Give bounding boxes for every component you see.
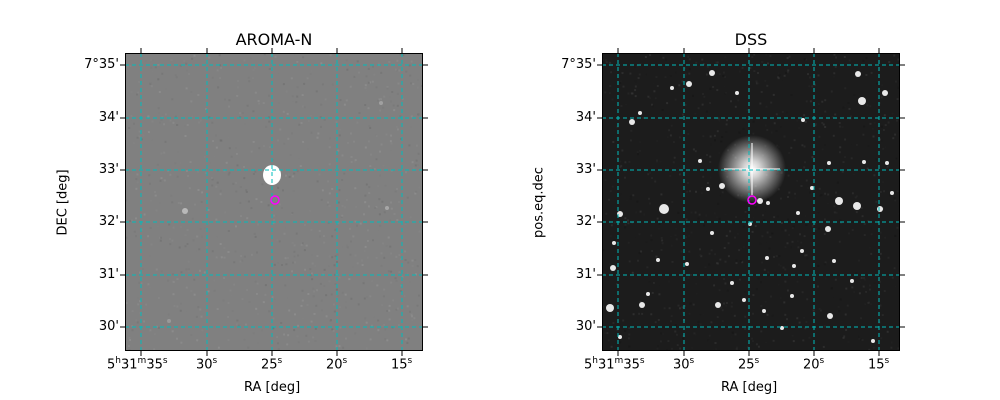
- star: [618, 335, 622, 339]
- star: [606, 304, 614, 312]
- dec-tick-label: 34': [98, 110, 119, 125]
- noise-texture: [125, 53, 423, 351]
- star: [796, 211, 800, 215]
- dec-tick-label: 7°35': [84, 57, 119, 72]
- y-axis-label-left: DEC [deg]: [55, 169, 71, 236]
- star: [835, 197, 843, 205]
- y-axis-label-right: pos.eq.dec: [531, 167, 547, 238]
- star: [766, 201, 770, 205]
- star: [686, 81, 692, 87]
- ra-tick-label: 20s: [803, 356, 825, 373]
- star: [885, 161, 889, 165]
- faint-source: [167, 319, 171, 323]
- star: [832, 259, 836, 263]
- ra-tick-label: 30s: [673, 356, 695, 373]
- dec-tick-label: 7°35': [561, 57, 596, 72]
- star: [855, 71, 861, 77]
- ra-tick-label: 25s: [261, 356, 283, 373]
- panel-title-dss: DSS: [734, 30, 768, 49]
- faint-source: [182, 208, 188, 214]
- star: [659, 204, 669, 214]
- faint-source: [379, 101, 383, 105]
- star: [800, 249, 804, 253]
- star: [890, 191, 894, 195]
- star: [706, 187, 710, 191]
- star: [853, 202, 861, 210]
- dec-tick-label: 34': [575, 110, 596, 125]
- target-marker: [270, 195, 280, 205]
- coordinate-grid: [125, 53, 423, 351]
- dec-tick-label: 32': [575, 214, 596, 229]
- faint-source: [385, 206, 389, 210]
- star: [810, 186, 814, 190]
- star: [790, 294, 794, 298]
- dec-tick-label: 33': [575, 162, 596, 177]
- ra-tick-label: 20s: [326, 356, 348, 373]
- dec-tick-label: 33': [98, 162, 119, 177]
- tick-marks: [597, 48, 905, 356]
- ra-tick-label: 25s: [738, 356, 760, 373]
- ra-tick-label: 15s: [391, 356, 413, 373]
- dec-tick-label: 30': [575, 319, 596, 334]
- dec-tick-label: 31': [98, 267, 119, 282]
- dec-tick-label: 31': [575, 267, 596, 282]
- star: [656, 258, 660, 262]
- star: [827, 161, 831, 165]
- star: [670, 86, 674, 90]
- star: [709, 70, 715, 76]
- star: [730, 281, 734, 285]
- ra-tick-label: 15s: [868, 356, 890, 373]
- image-dss: [602, 53, 900, 351]
- star: [698, 159, 702, 163]
- panel-title-aroma: AROMA-N: [235, 30, 313, 49]
- star: [742, 298, 746, 302]
- ra-tick-label: 30s: [196, 356, 218, 373]
- target-marker: [747, 195, 757, 205]
- image-aroma-n: [125, 53, 423, 351]
- star: [825, 226, 831, 232]
- star: [765, 256, 769, 260]
- star: [862, 160, 866, 164]
- star: [685, 262, 689, 266]
- star: [850, 279, 854, 283]
- star: [735, 91, 739, 95]
- star: [639, 302, 645, 308]
- star: [882, 90, 888, 96]
- x-axis-label-right: RA [deg]: [721, 380, 778, 395]
- star: [710, 231, 714, 235]
- coordinate-grid: [602, 53, 900, 351]
- star: [629, 119, 635, 125]
- ra-tick-label: 5h31m35s: [584, 356, 645, 373]
- star: [715, 302, 721, 308]
- star: [757, 198, 763, 204]
- star: [858, 97, 866, 105]
- star: [719, 183, 725, 189]
- star: [638, 111, 642, 115]
- star: [792, 264, 796, 268]
- x-axis-label-left: RA [deg]: [244, 380, 301, 395]
- dec-tick-label: 32': [98, 214, 119, 229]
- star: [762, 309, 766, 313]
- star: [871, 339, 875, 343]
- star: [646, 292, 650, 296]
- star: [801, 118, 805, 122]
- star: [610, 265, 616, 271]
- tick-marks: [120, 48, 428, 356]
- dec-tick-label: 30': [98, 319, 119, 334]
- star: [827, 313, 833, 319]
- star: [612, 241, 616, 245]
- ra-tick-label: 5h31m35s: [107, 356, 168, 373]
